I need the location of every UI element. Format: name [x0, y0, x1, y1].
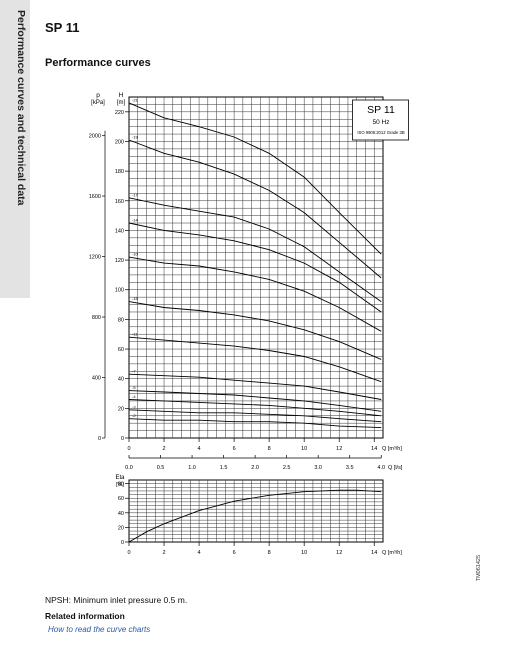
head-curve — [128, 418, 382, 429]
h-axis-title: H — [119, 92, 124, 99]
head-curve — [128, 139, 382, 279]
side-tab: Performance curves and technical data — [0, 0, 30, 298]
eta-tick-label: 40 — [118, 511, 124, 517]
h-tick-label: 80 — [118, 317, 124, 323]
eta-q-tick-label: 12 — [336, 550, 342, 556]
kpa-tick-label: 0 — [98, 436, 101, 442]
h-tick-label: 20 — [118, 406, 124, 412]
curve-label: -5 — [132, 385, 136, 390]
legend-standard: ISO 9906:2012 Grade 3B — [357, 130, 404, 135]
curve-label: -21 — [132, 97, 139, 102]
eta-tick-label: 20 — [118, 525, 124, 531]
head-curve — [128, 390, 382, 412]
legend-box — [352, 99, 409, 141]
h-tick-label: 40 — [118, 377, 124, 383]
ls-tick-label: 1.0 — [188, 465, 196, 471]
eta-plot-frame — [128, 479, 384, 543]
curve-label: -7 — [132, 369, 136, 374]
kpa-tick-label: 1600 — [89, 194, 101, 200]
eta-axis-title: Eta — [115, 475, 125, 481]
h-axis-unit: [m] — [117, 100, 126, 106]
head-curve — [128, 197, 382, 302]
h-tick-label: 60 — [118, 347, 124, 353]
ls-tick-label: 2.0 — [251, 465, 259, 471]
eta-q-tick-label: 10 — [301, 550, 307, 556]
head-curve — [128, 409, 382, 423]
eta-tick-label: 60 — [118, 496, 124, 502]
eta-q-tick-label: 8 — [268, 550, 271, 556]
curve-label: -15 — [132, 296, 139, 301]
kpa-tick-label: 800 — [92, 315, 101, 321]
head-curve — [128, 102, 382, 255]
eta-q-tick-label: 2 — [163, 550, 166, 556]
q-tick-label: 14 — [371, 446, 377, 452]
eta-axis-unit: [%] — [116, 482, 124, 488]
head-curve — [128, 336, 382, 383]
q-tick-label: 0 — [127, 446, 130, 452]
curve-label: -17 — [132, 192, 139, 197]
curve-label: -3 — [132, 404, 136, 409]
ls-axis-label: Q [l/s] — [388, 465, 403, 471]
head-curve — [128, 301, 382, 360]
head-curve — [128, 222, 382, 313]
h-tick-label: 220 — [115, 110, 124, 116]
curve-label: -14 — [132, 218, 139, 223]
eta-tick-label: 80 — [118, 482, 124, 488]
eta-curve — [128, 489, 382, 543]
head-curve — [128, 256, 382, 332]
q-tick-label: 6 — [233, 446, 236, 452]
kpa-axis-unit: [kPa] — [91, 100, 105, 106]
q-tick-label: 8 — [268, 446, 271, 452]
drawing-code: TM061425 — [476, 555, 482, 582]
h-tick-label: 0 — [121, 436, 124, 442]
ls-tick-label: 1.5 — [220, 465, 228, 471]
eta-q-axis-label: Q [m³/h] — [382, 550, 402, 556]
curve-label: -2 — [132, 413, 136, 418]
eta-q-tick-label: 4 — [198, 550, 201, 556]
q-axis-label: Q [m³/h] — [382, 446, 402, 452]
kpa-axis-title: p — [96, 92, 100, 99]
h-tick-label: 160 — [115, 199, 124, 205]
ls-tick-label: 0.0 — [125, 465, 133, 471]
ls-tick-label: 2.5 — [283, 465, 291, 471]
ls-tick-label: 3.0 — [314, 465, 322, 471]
curve-label: -4 — [132, 394, 136, 399]
side-tab-label: Performance curves and technical data — [15, 10, 27, 206]
ls-tick-label: 0.5 — [157, 465, 165, 471]
legend-product: SP 11 — [367, 104, 395, 116]
kpa-tick-label: 1200 — [89, 255, 101, 261]
h-tick-label: 200 — [115, 139, 124, 145]
curve-label: -19 — [132, 134, 139, 139]
curve-label: -10 — [132, 252, 139, 257]
h-tick-label: 180 — [115, 169, 124, 175]
q-tick-label: 2 — [163, 446, 166, 452]
legend-frequency: 50 Hz — [373, 119, 390, 126]
q-tick-label: 4 — [198, 446, 201, 452]
page-title: SP 11 — [45, 20, 80, 35]
h-tick-label: 120 — [115, 258, 124, 264]
q-tick-label: 10 — [301, 446, 307, 452]
eta-q-tick-label: 14 — [371, 550, 377, 556]
eta-tick-label: 0 — [121, 540, 124, 546]
curve-label: -11 — [132, 332, 138, 337]
h-tick-label: 100 — [115, 288, 124, 294]
section-title: Performance curves — [45, 57, 151, 69]
h-tick-label: 140 — [115, 228, 124, 234]
q-tick-label: 12 — [336, 446, 342, 452]
head-curve — [128, 399, 382, 417]
ls-tick-label: 3.5 — [346, 465, 354, 471]
kpa-tick-label: 400 — [92, 376, 101, 382]
related-info-title: Related information — [45, 611, 125, 621]
eta-q-tick-label: 0 — [127, 550, 130, 556]
eta-q-tick-label: 6 — [233, 550, 236, 556]
kpa-tick-label: 2000 — [89, 134, 101, 140]
npsh-note: NPSH: Minimum inlet pressure 0.5 m. — [45, 595, 188, 605]
curve-charts-link[interactable]: How to read the curve charts — [48, 625, 151, 634]
head-curve — [128, 373, 382, 400]
ls-tick-label: 4.0 — [377, 465, 385, 471]
